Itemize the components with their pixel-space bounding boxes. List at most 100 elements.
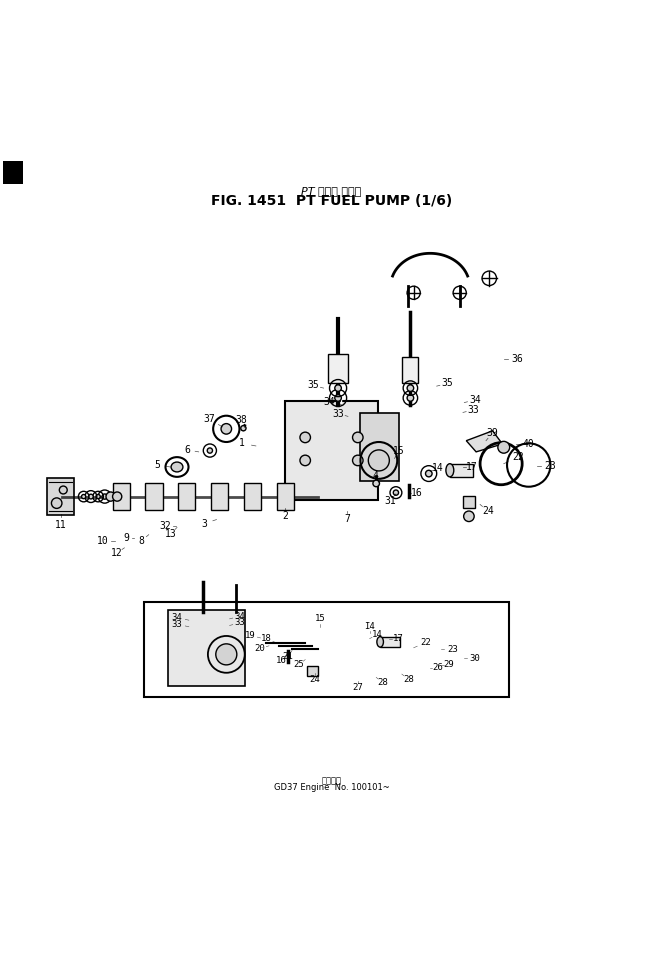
Circle shape [353,675,363,686]
Circle shape [300,432,310,443]
Ellipse shape [446,464,453,477]
Text: 14: 14 [432,463,444,472]
Circle shape [300,455,310,466]
Circle shape [201,613,206,618]
Text: 13: 13 [164,529,176,539]
Circle shape [59,486,67,494]
Bar [380,637,400,647]
Text: 16: 16 [276,657,287,665]
Text: 38: 38 [235,415,247,424]
Circle shape [52,498,62,509]
Text: 35: 35 [442,378,453,388]
Text: 6: 6 [184,445,190,455]
Circle shape [233,615,239,621]
Text: 31: 31 [385,496,396,506]
Text: 12: 12 [111,548,123,559]
Text: 32: 32 [159,520,171,530]
Text: PT フェル ポンプ: PT フェル ポンプ [302,186,361,196]
Circle shape [393,490,398,495]
Text: 4: 4 [373,470,379,480]
Circle shape [308,676,317,685]
Text: 15: 15 [315,614,326,623]
Circle shape [407,395,414,401]
Text: 17: 17 [393,634,404,643]
Text: 36: 36 [511,354,522,364]
Bar [307,665,318,676]
Circle shape [102,494,107,499]
Text: 3: 3 [202,518,208,528]
Circle shape [233,609,239,614]
Ellipse shape [377,637,383,647]
Text: 1: 1 [239,438,245,448]
Text: 21: 21 [282,653,294,662]
Circle shape [241,425,246,431]
Text: 33: 33 [172,619,182,628]
Text: 23: 23 [447,645,458,654]
Circle shape [369,672,379,683]
Circle shape [353,455,363,466]
Text: 24: 24 [310,675,320,684]
Circle shape [457,653,467,662]
Circle shape [498,441,510,453]
Text: 35: 35 [307,380,319,390]
Text: 16: 16 [411,488,423,498]
Bar [450,464,473,477]
Bar [178,483,196,510]
FancyBboxPatch shape [168,610,245,686]
Polygon shape [466,431,503,452]
Text: 30: 30 [469,654,480,662]
Text: 2: 2 [282,512,288,521]
Text: 34: 34 [469,395,481,405]
Text: 33: 33 [235,618,245,627]
Circle shape [113,492,122,501]
Circle shape [407,385,414,391]
Text: 19: 19 [245,631,255,640]
Circle shape [335,395,341,401]
Circle shape [369,450,389,471]
Bar [244,483,261,510]
Text: 15: 15 [392,446,404,456]
Circle shape [215,644,237,664]
Text: 34: 34 [324,397,335,407]
Circle shape [221,423,231,434]
Text: 22: 22 [420,638,431,647]
Text: FIG. 1451  PT FUEL PUMP (1/6): FIG. 1451 PT FUEL PUMP (1/6) [211,194,452,208]
Circle shape [420,661,431,671]
Circle shape [353,432,363,443]
Text: 適用番号: 適用番号 [322,776,341,785]
Circle shape [373,480,379,487]
Text: 17: 17 [466,462,478,472]
Circle shape [463,511,474,521]
FancyBboxPatch shape [47,478,74,514]
Circle shape [88,494,93,499]
Text: 11: 11 [55,519,66,530]
Circle shape [264,641,268,645]
Bar [402,357,418,383]
Ellipse shape [171,462,183,472]
Text: 33: 33 [467,405,479,415]
Bar [277,483,294,510]
Circle shape [82,495,86,499]
Circle shape [335,385,341,391]
Text: 27: 27 [353,683,363,692]
Circle shape [290,647,294,651]
FancyBboxPatch shape [286,401,377,500]
Text: 34: 34 [172,613,182,622]
Text: 20: 20 [255,644,265,653]
Text: 34: 34 [235,612,245,620]
Text: 10: 10 [97,536,109,546]
Text: 9: 9 [123,533,129,543]
Text: 26: 26 [433,663,444,672]
Circle shape [389,670,399,681]
Bar [113,483,130,510]
Text: I4: I4 [364,622,375,631]
Circle shape [106,492,115,501]
Bar [145,483,162,510]
Text: 18: 18 [261,634,272,643]
Text: 7: 7 [344,514,350,524]
Bar [463,496,475,508]
Text: 33: 33 [333,409,345,418]
Text: 39: 39 [487,428,499,438]
Bar [211,483,228,510]
Circle shape [208,448,213,453]
